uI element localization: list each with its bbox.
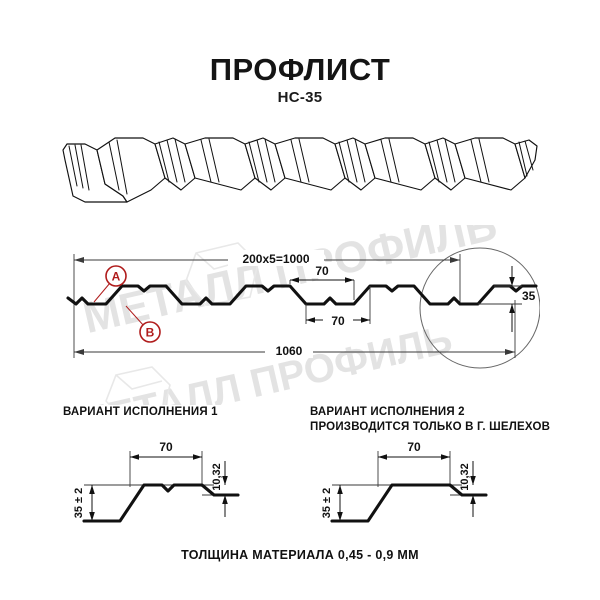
variant-1-dimension-thickness: 10,32 xyxy=(211,461,228,517)
variant-2-detail: 70 10,32 35 ± 2 xyxy=(310,425,525,535)
model-subtitle: НС-35 xyxy=(277,89,323,106)
callout-a: A xyxy=(93,265,127,303)
material-thickness-note: ТОЛЩИНА МАТЕРИАЛА 0,45 - 0,9 ММ xyxy=(181,548,419,562)
dimension-top-width: 200x5=1000 xyxy=(74,250,460,266)
dimension-top-width-label: 200x5=1000 xyxy=(242,252,309,266)
callout-b-label: B xyxy=(146,326,155,340)
variant-1-caption-line1: ВАРИАНТ ИСПОЛНЕНИЯ 1 xyxy=(63,406,218,418)
extension-lines xyxy=(73,254,516,358)
variant-2-caption-line2: ПРОИЗВОДИТСЯ ТОЛЬКО В Г. ШЕЛЕХОВ xyxy=(310,421,551,433)
profile-polyline xyxy=(66,284,538,306)
dimension-bottom-valley-label: 70 xyxy=(331,314,345,328)
detail-circle xyxy=(419,247,540,369)
dimension-top-flange-label: 70 xyxy=(315,264,329,278)
callout-b: B xyxy=(125,305,161,343)
variant-2-dimension-thickness: 10,32 xyxy=(459,461,476,517)
dimension-overall-width: 1060 xyxy=(74,342,515,358)
dimension-overall-width-label: 1060 xyxy=(276,344,303,358)
dimension-height: 35 xyxy=(478,266,536,332)
variant-1-dimension-height-label: 35 ± 2 xyxy=(73,488,85,519)
isometric-view xyxy=(55,120,545,220)
variant-2-dimension-thickness-label: 10,32 xyxy=(459,463,471,491)
variant-1-detail: 70 10,32 35 ± 2 xyxy=(62,425,277,535)
dimension-top-flange: 70 xyxy=(289,262,355,300)
cross-section-view: 200x5=1000 1060 70 xyxy=(60,240,540,370)
variant-1-profile xyxy=(82,483,240,523)
variant-1-dimension-height: 35 ± 2 xyxy=(73,485,95,521)
variant-2-caption: ВАРИАНТ ИСПОЛНЕНИЯ 2 ПРОИЗВОДИТСЯ ТОЛЬКО… xyxy=(310,405,550,435)
dimension-height-label: 35 xyxy=(522,289,536,303)
variant-1-dimension-width-label: 70 xyxy=(159,440,173,454)
callout-a-label: A xyxy=(112,270,121,284)
variant-2-dimension-height-label: 35 ± 2 xyxy=(321,488,333,519)
dimension-bottom-valley: 70 xyxy=(305,286,371,328)
variant-2-dimension-width-label: 70 xyxy=(407,440,421,454)
variant-2-caption-line1: ВАРИАНТ ИСПОЛНЕНИЯ 2 xyxy=(310,406,465,418)
variant-1-dimension-width: 70 xyxy=(130,437,202,460)
variant-1-caption: ВАРИАНТ ИСПОЛНЕНИЯ 1 xyxy=(63,405,218,420)
variant-1-dimension-thickness-label: 10,32 xyxy=(211,463,223,491)
variant-2-profile xyxy=(330,483,488,523)
variant-2-dimension-height: 35 ± 2 xyxy=(321,485,343,521)
page-title: ПРОФЛИСТ xyxy=(209,52,391,87)
variant-2-dimension-width: 70 xyxy=(378,437,450,460)
